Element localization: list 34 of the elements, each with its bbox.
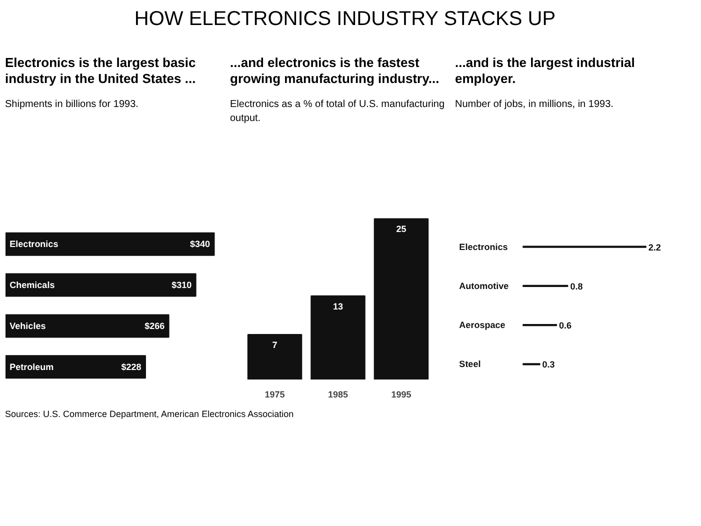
y-tick-label: Petroleum	[10, 362, 54, 372]
data-label: 0.3	[542, 360, 555, 370]
data-label: 2.2	[648, 242, 661, 252]
data-label: 0.8	[570, 281, 583, 292]
chart-subtitle: Number of jobs, in millions, in 1993.	[455, 98, 614, 112]
data-label: 0.6	[559, 320, 572, 331]
x-tick-label: 1995	[391, 390, 412, 400]
x-tick-label: 1975	[264, 390, 285, 400]
source-note: Sources: U.S. Commerce Department, American Electronics Association	[5, 408, 294, 421]
data-label: 25	[396, 224, 406, 234]
chart-title: ...and electronics is the fastest growing manufacturing industry...	[230, 55, 440, 88]
data-label: $310	[172, 280, 192, 290]
y-tick-label: Aerospace	[459, 320, 506, 330]
x-tick-label: 1985	[328, 390, 348, 400]
y-tick-label: Automotive	[459, 280, 509, 291]
text: HOW ELECTRONICS INDUSTRY STACKS UP	[133, 7, 557, 32]
y-tick-label: Electronics	[459, 242, 508, 252]
y-tick-label: Steel	[459, 359, 481, 370]
y-tick-label: Electronics	[10, 239, 58, 250]
data-label: $266	[144, 320, 165, 331]
bar	[6, 314, 170, 338]
bar	[6, 232, 215, 256]
data-label: 7	[272, 340, 278, 350]
y-tick-label: Chemicals	[10, 280, 55, 290]
y-tick-label: Vehicles	[10, 320, 46, 331]
chart-title: ...and is the largest industrial employer.	[455, 55, 636, 88]
chart-subtitle: Shipments in billions for 1993.	[5, 98, 140, 112]
data-label: $340	[190, 239, 210, 250]
chart-title: Electronics is the largest basic industry in the United States ...	[5, 55, 197, 88]
data-label: $228	[121, 362, 142, 372]
bar	[6, 273, 196, 297]
data-label: 13	[332, 301, 344, 312]
chart-subtitle: Electronics as a % of total of U.S. manufacturing output.	[230, 98, 445, 126]
bar	[6, 355, 146, 379]
